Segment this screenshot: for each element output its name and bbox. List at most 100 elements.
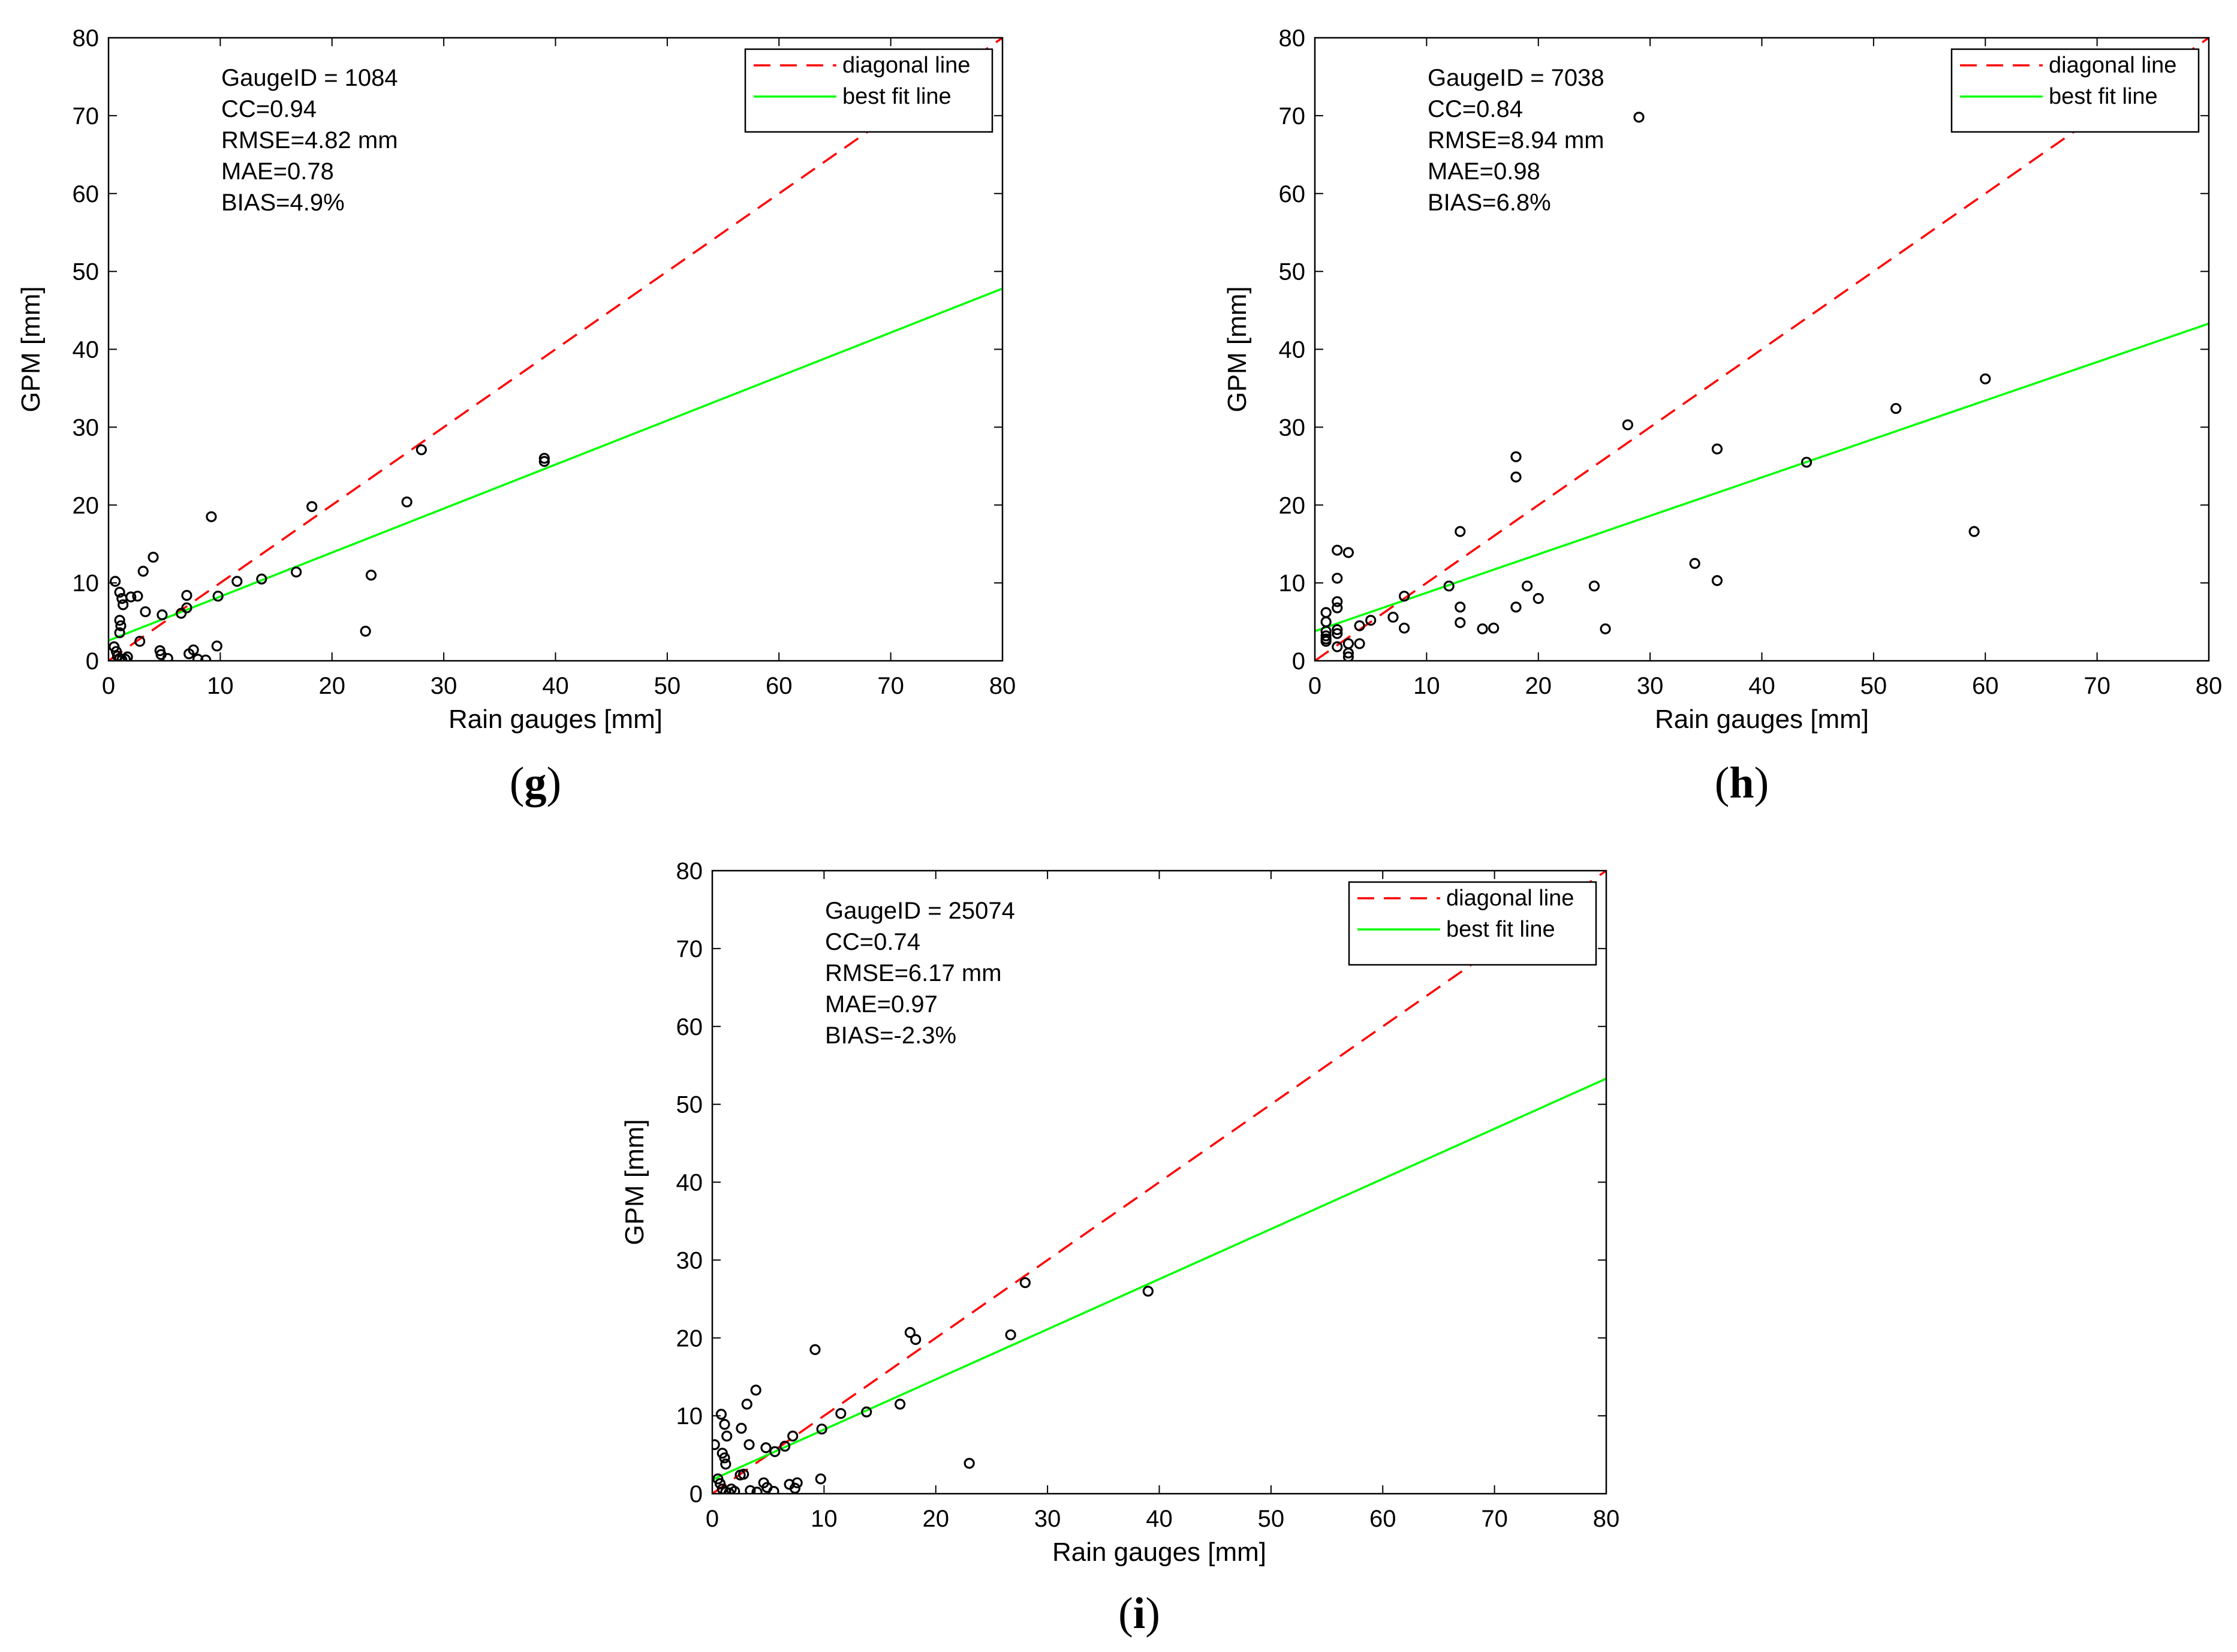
data-point xyxy=(738,1469,749,1480)
data-point xyxy=(1455,617,1466,628)
data-point xyxy=(114,615,125,626)
data-point xyxy=(1332,628,1343,639)
stats-line: BIAS=6.8% xyxy=(1428,189,1551,216)
x-tick-label: 40 xyxy=(1748,673,1775,699)
y-tick-label: 20 xyxy=(1279,492,1306,519)
y-tick-label: 0 xyxy=(690,1481,703,1507)
data-point xyxy=(538,456,550,467)
x-tick-label: 70 xyxy=(877,673,904,699)
data-point xyxy=(750,1385,761,1396)
data-point xyxy=(181,589,192,601)
y-tick-label: 80 xyxy=(676,858,703,884)
data-point xyxy=(122,651,133,661)
data-point xyxy=(140,606,151,618)
x-tick-label: 70 xyxy=(2084,673,2110,699)
data-point xyxy=(1332,641,1343,652)
x-tick-label: 10 xyxy=(811,1506,838,1532)
legend-box xyxy=(1950,48,2200,133)
data-point xyxy=(192,654,204,661)
data-point xyxy=(147,552,159,563)
x-tick-label: 0 xyxy=(102,673,115,699)
panel-label-letter: h xyxy=(1729,759,1754,808)
x-tick-label: 0 xyxy=(706,1506,719,1532)
data-point xyxy=(1005,1329,1016,1341)
data-point xyxy=(1711,443,1723,455)
x-tick-label: 10 xyxy=(1413,673,1440,699)
y-tick-label: 60 xyxy=(1279,181,1306,207)
data-point xyxy=(1522,580,1533,592)
data-point xyxy=(114,586,125,598)
data-point xyxy=(712,1439,720,1451)
data-point xyxy=(206,511,217,522)
panel-label-open: ( xyxy=(510,759,525,808)
data-point xyxy=(1332,596,1343,607)
data-point xyxy=(1711,575,1723,586)
data-point xyxy=(768,1486,779,1494)
data-point xyxy=(1477,623,1488,634)
data-point xyxy=(1320,636,1332,647)
data-point xyxy=(714,1478,726,1489)
y-tick-label: 60 xyxy=(73,181,100,207)
data-point xyxy=(1510,451,1522,462)
legend: diagonal line best fit line xyxy=(1950,48,2200,133)
data-point xyxy=(779,1440,791,1452)
y-tick-label: 30 xyxy=(73,414,100,441)
y-tick-label: 30 xyxy=(1279,414,1306,441)
diagonal-line xyxy=(1315,38,2209,661)
data-point xyxy=(212,591,224,602)
data-point xyxy=(416,444,427,456)
data-point xyxy=(1365,615,1377,626)
data-point xyxy=(769,1446,781,1457)
y-tick-label: 40 xyxy=(73,337,100,363)
data-point xyxy=(1488,622,1500,634)
data-point xyxy=(1332,602,1343,613)
x-axis-label: Rain gauges [mm] xyxy=(1052,1537,1266,1567)
x-tick-label: 70 xyxy=(1481,1506,1508,1532)
data-point xyxy=(835,1408,847,1419)
legend-entry: best fit line xyxy=(842,84,952,109)
stats-line: MAE=0.98 xyxy=(1428,158,1540,185)
legend: diagonal line best fit line xyxy=(1348,881,1597,966)
x-tick-label: 30 xyxy=(1637,673,1664,699)
data-point xyxy=(115,620,127,631)
x-tick-label: 30 xyxy=(430,673,457,699)
data-point xyxy=(1980,373,1991,384)
data-point xyxy=(1320,630,1332,642)
data-point xyxy=(721,1430,733,1442)
stats-line: BIAS=-2.3% xyxy=(825,1022,956,1049)
data-point xyxy=(816,1424,827,1435)
plot-content xyxy=(712,871,1606,1494)
plot-content xyxy=(109,38,1002,661)
y-tick-label: 50 xyxy=(1279,259,1306,285)
data-point xyxy=(119,654,131,661)
x-axis-label: Rain gauges [mm] xyxy=(1655,705,1869,734)
panel-label: (g) xyxy=(510,759,561,808)
data-point xyxy=(1342,647,1354,659)
x-tick-label: 30 xyxy=(1034,1506,1061,1532)
data-point xyxy=(741,1398,752,1410)
legend-entry: diagonal line xyxy=(842,53,970,78)
x-tick-label: 0 xyxy=(1308,673,1321,699)
data-point xyxy=(1801,456,1813,468)
data-point xyxy=(176,607,187,619)
data-point xyxy=(751,1487,763,1494)
data-point xyxy=(1455,601,1466,613)
panel-label-letter: i xyxy=(1133,1589,1146,1638)
diagonal-line xyxy=(712,871,1606,1494)
data-point xyxy=(365,570,377,581)
data-point xyxy=(137,565,149,577)
data-point xyxy=(743,1439,755,1451)
diagonal-line xyxy=(109,38,1002,661)
x-tick-label: 60 xyxy=(1369,1506,1396,1532)
y-tick-label: 10 xyxy=(73,570,100,597)
data-point xyxy=(1354,638,1365,649)
data-point xyxy=(114,627,125,639)
data-point xyxy=(1968,526,1980,537)
data-point xyxy=(306,501,318,512)
legend-box xyxy=(1348,881,1597,966)
stats-line: RMSE=8.94 mm xyxy=(1428,127,1604,154)
data-point xyxy=(910,1334,922,1345)
data-point xyxy=(1633,112,1645,123)
data-point xyxy=(904,1327,916,1338)
x-tick-label: 50 xyxy=(1860,673,1887,699)
